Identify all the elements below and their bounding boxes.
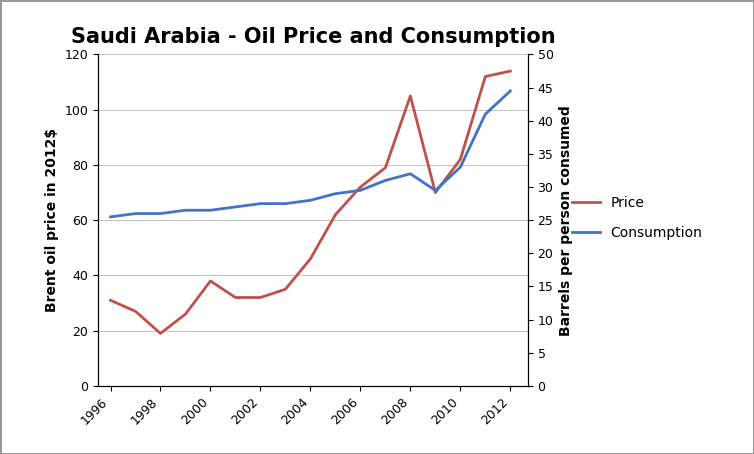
Price (281, 286, 290, 292)
Price (506, 68, 515, 74)
Price (256, 295, 265, 300)
Price (356, 184, 365, 190)
Title: Saudi Arabia - Oil Price and Consumption: Saudi Arabia - Oil Price and Consumption (71, 27, 555, 47)
Consumption (506, 88, 515, 94)
Price (431, 190, 440, 195)
Consumption (231, 204, 240, 210)
Price (481, 74, 490, 79)
Consumption (281, 201, 290, 206)
Y-axis label: Barrels per person consumed: Barrels per person consumed (559, 105, 573, 336)
Consumption (256, 201, 265, 206)
Price (331, 212, 340, 217)
Line: Price: Price (111, 71, 510, 333)
Price (231, 295, 240, 300)
Consumption (481, 111, 490, 117)
Price (181, 311, 190, 317)
Price (381, 165, 390, 170)
Price (206, 278, 215, 284)
Legend: Price, Consumption: Price, Consumption (565, 189, 710, 247)
Consumption (306, 197, 315, 203)
Price (156, 331, 165, 336)
Consumption (331, 191, 340, 197)
Consumption (381, 178, 390, 183)
Consumption (106, 214, 115, 220)
Consumption (456, 164, 465, 170)
Price (106, 297, 115, 303)
Consumption (131, 211, 140, 216)
Price (456, 157, 465, 162)
Price (406, 93, 415, 99)
Consumption (206, 207, 215, 213)
Consumption (406, 171, 415, 177)
Consumption (431, 188, 440, 193)
Price (131, 309, 140, 314)
Consumption (356, 188, 365, 193)
Line: Consumption: Consumption (111, 91, 510, 217)
Consumption (181, 207, 190, 213)
Y-axis label: Brent oil price in 2012$: Brent oil price in 2012$ (45, 128, 59, 312)
Price (306, 256, 315, 262)
Consumption (156, 211, 165, 216)
